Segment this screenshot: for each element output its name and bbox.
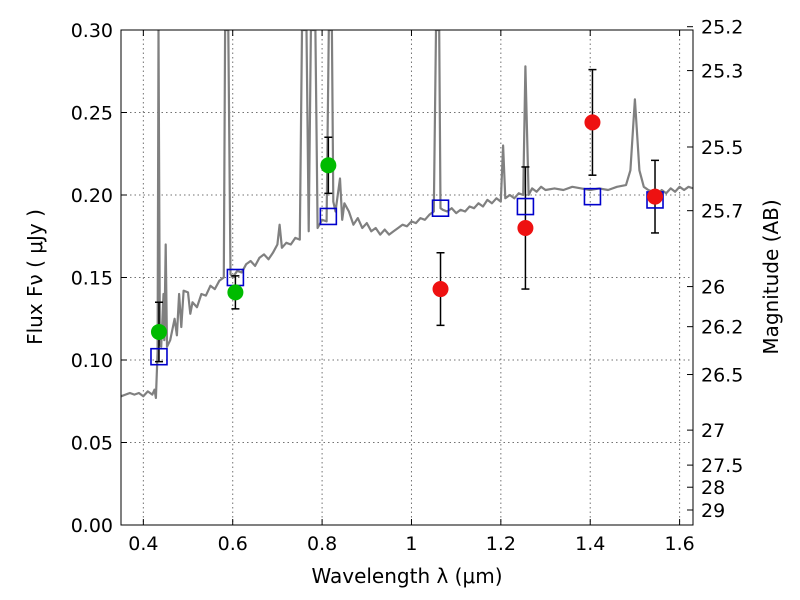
model-photometry-square <box>150 347 168 366</box>
red-data-point <box>432 281 449 298</box>
right-tick-label: 26.5 <box>701 365 743 387</box>
right-tick-label: 25.7 <box>701 201 743 223</box>
y-tick-labels: 0.00 0.05 0.10 0.15 0.20 0.25 0.30 <box>71 20 113 537</box>
y-tick-label: 0.15 <box>71 268 113 290</box>
right-tick-label: 25.2 <box>701 17 743 39</box>
x-tick-label: 0.4 <box>128 533 158 555</box>
x-tick-label: 1.4 <box>575 533 605 555</box>
x-tick-label: 0.6 <box>218 533 248 555</box>
model-spectrum-layer <box>121 30 693 399</box>
model-photometry-square <box>516 197 535 216</box>
x-tick-label: 1 <box>405 533 417 555</box>
right-tick-label: 29 <box>701 500 725 522</box>
observed-points-layer <box>150 114 664 340</box>
x-tick-label: 1.2 <box>486 533 516 555</box>
model-photometry-square <box>583 187 602 206</box>
red-data-point <box>584 114 601 131</box>
right-tick-label: 27 <box>701 420 725 442</box>
right-tick-label: 25.5 <box>701 137 743 159</box>
right-axis-label: Magnitude (AB) <box>759 199 783 354</box>
y-tick-label: 0.20 <box>71 185 113 207</box>
right-tick-label: 26.2 <box>701 317 743 339</box>
model-squares-layer <box>150 187 664 366</box>
x-axis-label: Wavelength λ (μm) <box>311 564 502 588</box>
y-tick-label: 0.10 <box>71 350 113 372</box>
green-data-point <box>227 284 244 301</box>
x-tick-labels: 0.4 0.6 0.8 1 1.2 1.4 1.6 <box>128 533 694 555</box>
y-tick-label: 0.30 <box>71 20 113 42</box>
y-axis-label: Flux Fν ( μJy ) <box>23 209 47 345</box>
model-photometry-square <box>431 199 450 217</box>
y-tick-label: 0.25 <box>71 103 113 125</box>
green-data-point <box>150 323 167 340</box>
red-data-point <box>517 220 534 236</box>
red-data-point <box>647 188 664 205</box>
model-photometry-square <box>319 207 338 226</box>
right-tick-label: 25.3 <box>701 61 743 83</box>
right-tick-label: 27.5 <box>701 455 743 477</box>
y-tick-label: 0.00 <box>71 515 113 537</box>
y-tick-label: 0.05 <box>71 433 113 455</box>
tick-marks <box>121 26 693 526</box>
grid-lines <box>121 29 693 526</box>
x-tick-label: 1.6 <box>664 533 694 555</box>
x-tick-label: 0.8 <box>307 533 337 555</box>
right-tick-label: 28 <box>701 477 725 499</box>
model-spectrum-line <box>121 30 693 399</box>
right-tick-label: 26 <box>701 277 725 299</box>
green-data-point <box>320 157 337 174</box>
